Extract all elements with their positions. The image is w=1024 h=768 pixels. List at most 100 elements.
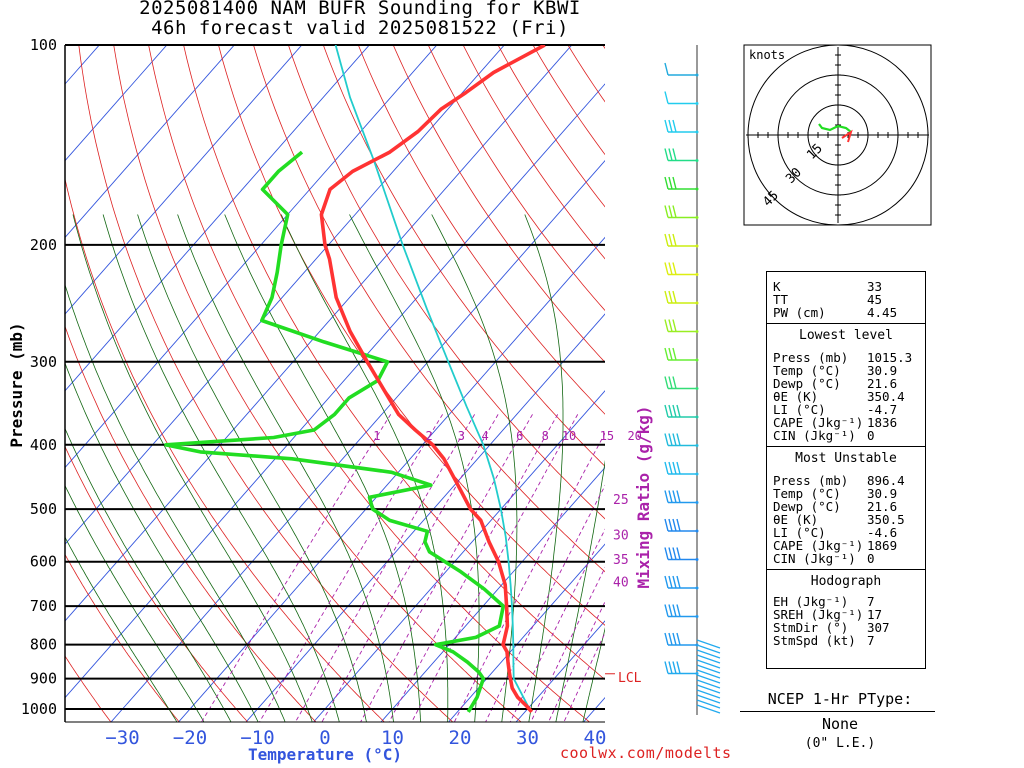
index-label: Press (mb) (773, 473, 849, 488)
index-label: TT (773, 292, 789, 307)
wind-barb-flag (664, 575, 669, 589)
pressure-tick-label: 1000 (21, 700, 57, 718)
wind-barb-flag (672, 148, 677, 161)
mixing-ratio-line (360, 414, 533, 722)
wind-barb-flag (668, 148, 673, 161)
dry-adiabat-line (462, 45, 605, 260)
wind-barb-dot (695, 672, 699, 675)
index-row: TT 45 (773, 293, 919, 306)
index-value: 30.9 (867, 363, 898, 378)
wind-barb-dot (695, 273, 699, 276)
axis-labels: 1 2 3 4 6 8 10 15 202530354010020030040050060070… (21, 36, 642, 749)
index-label: CAPE (Jkg⁻¹) (773, 415, 864, 430)
wind-barb-flag (672, 575, 677, 589)
isotherm-line (65, 45, 505, 545)
temperature-tick-label: 30 (516, 727, 539, 749)
wind-barb-flag (672, 604, 677, 617)
most-unstable-title: Most Unstable (795, 451, 897, 466)
low-level-wind-barb (696, 659, 721, 669)
index-label: EH (Jkg⁻¹) (773, 594, 849, 609)
index-row: Press (mb) 1015.3 (773, 351, 919, 364)
moist-adiabat-line (610, 215, 747, 724)
index-label: Press (mb) (773, 350, 849, 365)
wind-barb-flag (664, 262, 669, 275)
ptype-accum: (0" L.E.) (804, 736, 876, 751)
moist-adiabat-line (431, 214, 518, 722)
wind-barb-flag (676, 575, 681, 589)
wind-barb-flag (664, 205, 669, 218)
wind-barb-flag (672, 404, 677, 418)
dry-adiabat-line (1007, 30, 1024, 731)
wind-barb-flag (664, 661, 669, 674)
index-row: Dewp (°C) 21.6 (773, 377, 919, 390)
mixing-ratio-tick-label: 25 (613, 493, 629, 508)
index-label: SREH (Jkg⁻¹) (773, 607, 864, 622)
isotherm-line (65, 45, 438, 469)
index-label: θE (K) (773, 512, 819, 527)
wind-barb-dot (695, 358, 699, 362)
wind-barb-flag (668, 661, 673, 674)
moist-adiabat-line (555, 459, 605, 722)
wind-barb-flag (676, 433, 681, 446)
dry-adiabat-line (253, 45, 605, 573)
dry-adiabat-line (65, 655, 112, 722)
temperature-tick-label: 0 (319, 727, 330, 749)
index-value: 1869 (867, 538, 898, 553)
wind-barb-flag (664, 490, 669, 503)
lowest-level-section: Press (mb) 1015.3 Temp (°C) 30.9 Dewp (°C) 21… (773, 351, 919, 442)
mixing-ratio-line (201, 414, 392, 722)
mixing-ratio-line (509, 528, 605, 722)
temperature-tick-label: −30 (105, 727, 139, 749)
wind-barb-flag (664, 148, 669, 161)
wind-barb-flag (664, 632, 669, 646)
index-label: θE (K) (773, 389, 819, 404)
parcel-profile-line (334, 45, 532, 713)
moist-adiabat-line (65, 362, 259, 722)
index-row: StmDir (°) 307 (773, 621, 919, 634)
dry-adiabat-line (357, 45, 605, 415)
wind-barb-flag (668, 262, 673, 275)
index-value: 7 (867, 633, 875, 648)
dry-adiabat-line (287, 45, 605, 520)
hodograph-params-section: EH (Jkg⁻¹) 7 SREH (Jkg⁻¹) 17 StmDir (°) 307 St… (773, 595, 919, 647)
index-label: LI (°C) (773, 402, 826, 417)
chart-title-line2: 46h forecast valid 2025081522 (Fri) (151, 17, 569, 39)
index-row: Temp (°C) 30.9 (773, 487, 919, 500)
pressure-tick-label: 500 (30, 500, 57, 518)
isotherm-line (65, 45, 370, 392)
wind-barb-flag (668, 233, 673, 247)
index-label: Dewp (°C) (773, 376, 841, 391)
wind-barb-dot (695, 387, 699, 390)
low-level-wind-barb (696, 654, 721, 664)
indices-top-section: K 33 TT 45 PW (cm) 4.45 (773, 280, 919, 319)
index-row: CIN (Jkg⁻¹) 0 (773, 429, 919, 442)
wind-barb-flag (668, 575, 673, 589)
index-label: StmSpd (kt) (773, 633, 856, 648)
index-value: -4.7 (867, 402, 898, 417)
temperature-tick-label: −20 (173, 727, 207, 749)
wind-barb-flag (676, 461, 681, 475)
low-level-wind-barb (696, 639, 721, 649)
index-label: PW (cm) (773, 305, 826, 320)
index-row: Press (mb) 896.4 (773, 474, 919, 487)
wind-barb-dot (695, 472, 699, 476)
dry-adiabat-line (392, 45, 605, 363)
wind-barb-dot (695, 558, 699, 561)
wind-barb-dot (695, 586, 699, 590)
wind-barb-flag (672, 518, 677, 532)
wind-barb-flag (676, 490, 681, 503)
moist-adiabat-line (582, 627, 605, 722)
index-label: CAPE (Jkg⁻¹) (773, 538, 864, 553)
wind-barb-flag (664, 461, 669, 475)
skewt-profiles (164, 45, 546, 714)
wind-barb-flag (664, 433, 669, 446)
index-value: 1836 (867, 415, 898, 430)
ptype-box: NCEP 1-Hr PType: None (0" L.E.) (740, 690, 935, 751)
wind-barb-flag (668, 176, 673, 190)
isotherm-line (65, 83, 605, 699)
wind-barb-flag (664, 404, 669, 418)
pressure-tick-label: 100 (30, 36, 57, 54)
wind-barb-dot (695, 444, 699, 447)
mixing-ratio-tick-label: 15 (600, 429, 614, 443)
